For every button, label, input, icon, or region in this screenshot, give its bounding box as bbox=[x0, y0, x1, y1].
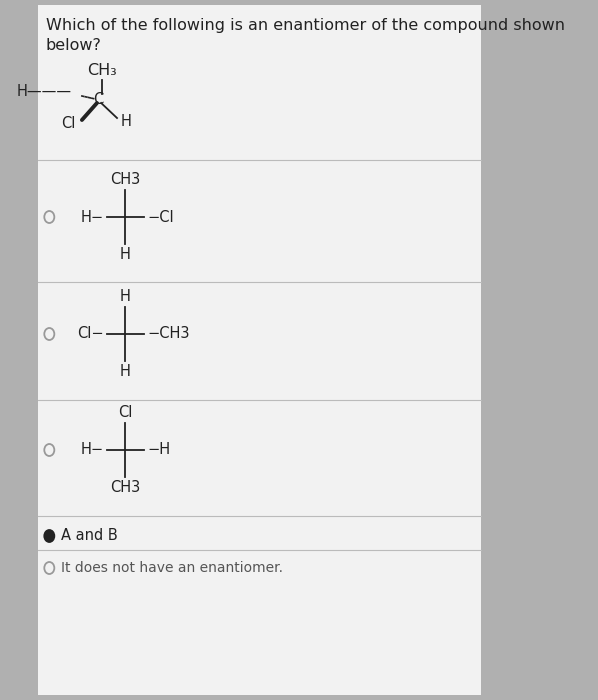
Text: −CH3: −CH3 bbox=[147, 326, 190, 342]
Text: It does not have an enantiomer.: It does not have an enantiomer. bbox=[61, 561, 283, 575]
Text: H−: H− bbox=[81, 209, 103, 225]
Text: C: C bbox=[93, 92, 103, 108]
Text: Cl: Cl bbox=[61, 116, 75, 132]
Text: H———: H——— bbox=[17, 85, 72, 99]
Text: −H: −H bbox=[147, 442, 170, 458]
Text: Which of the following is an enantiomer of the compound shown: Which of the following is an enantiomer … bbox=[46, 18, 565, 33]
Text: CH3: CH3 bbox=[110, 172, 141, 187]
Text: −Cl: −Cl bbox=[147, 209, 174, 225]
Text: H: H bbox=[120, 115, 131, 130]
Bar bbox=[38, 5, 481, 695]
Text: CH3: CH3 bbox=[110, 480, 141, 495]
Text: H: H bbox=[120, 289, 131, 304]
Text: H: H bbox=[120, 247, 131, 262]
Text: Cl: Cl bbox=[118, 405, 133, 420]
Text: H: H bbox=[120, 364, 131, 379]
Text: CH₃: CH₃ bbox=[87, 63, 117, 78]
Text: A and B: A and B bbox=[61, 528, 118, 543]
Text: Cl−: Cl− bbox=[77, 326, 103, 342]
Circle shape bbox=[44, 530, 54, 542]
Text: H−: H− bbox=[81, 442, 103, 458]
Text: below?: below? bbox=[46, 38, 102, 53]
